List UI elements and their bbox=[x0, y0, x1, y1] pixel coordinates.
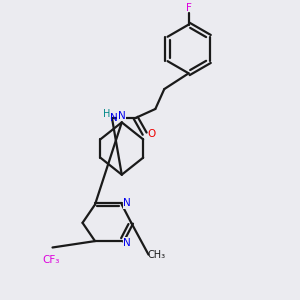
Text: O: O bbox=[147, 129, 155, 139]
Text: N: N bbox=[118, 111, 126, 121]
Text: N: N bbox=[110, 113, 117, 123]
Text: H: H bbox=[103, 109, 110, 119]
Text: CH₃: CH₃ bbox=[148, 250, 166, 260]
Text: N: N bbox=[123, 198, 131, 208]
Text: CF₃: CF₃ bbox=[42, 255, 60, 265]
Text: F: F bbox=[186, 3, 192, 13]
Text: N: N bbox=[123, 238, 131, 248]
